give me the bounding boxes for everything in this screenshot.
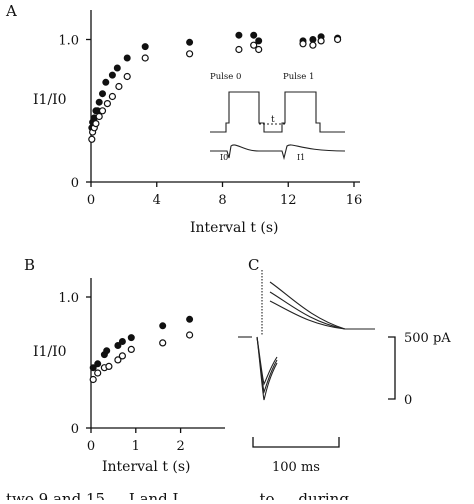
voltage-protocol-trace: [210, 91, 345, 133]
panel-a-open-point: [309, 41, 317, 49]
panel-b-open-point: [127, 345, 135, 353]
panel-a-x-tick-label: 16: [346, 193, 363, 208]
panel-a-open-point: [103, 99, 112, 108]
tail-current-trace-3: [269, 300, 346, 330]
panel-a-filled-point: [102, 78, 110, 86]
panel-a-x-label: Interval t (s): [190, 220, 279, 236]
panel-a-open-point: [123, 72, 131, 81]
panel-b-marks: [89, 315, 194, 384]
panel-b-open-point: [159, 339, 167, 347]
current-scale-bar: [388, 336, 396, 400]
panel-a-x-tick-label: 4: [153, 193, 161, 208]
inset-i1-label: I1: [297, 153, 305, 162]
panel-b-y-label: I1/I0: [33, 344, 67, 360]
panel-a-x-tick-label: 12: [280, 193, 297, 208]
panel-b-ticks: 0 1 2 0 1.0: [58, 291, 184, 454]
current-zero-label: 0: [404, 393, 412, 408]
current-scale-label: 500 pA: [404, 331, 451, 346]
panel-b-x-tick-label: 2: [176, 439, 184, 454]
panel-b-open-point: [114, 356, 122, 364]
panel-b-filled-point: [118, 338, 126, 345]
panel-b-filled-point: [114, 342, 122, 349]
panel-a-open-point: [95, 112, 103, 121]
inset-pulse0-label: Pulse 0: [210, 72, 241, 82]
panel-b-open-point: [118, 352, 127, 360]
panel-a-y-tick-label: 0: [71, 176, 79, 191]
panel-b-y-tick-label: 0: [71, 422, 79, 437]
panel-b-y-tick-label: 1.0: [58, 291, 79, 306]
panel-a-x-tick-label: 0: [87, 193, 95, 208]
panel-b-open-point: [89, 375, 97, 384]
panel-a-filled-point: [235, 31, 243, 39]
panel-b-filled-point: [94, 360, 102, 368]
panel-c-traces: 500 pA 0 100 ms: [238, 270, 451, 475]
panel-b-filled-point: [127, 334, 135, 342]
panel-a-open-point: [235, 45, 243, 54]
panel-a-filled-point: [108, 71, 116, 79]
panel-b-filled-point: [89, 364, 97, 372]
panel-a-marks: [88, 31, 342, 143]
panel-b-x-tick-label: 0: [87, 439, 95, 454]
panel-a-open-point: [92, 119, 100, 128]
panel-b-filled-point: [186, 315, 194, 323]
panel-b-open-point: [105, 362, 113, 370]
panel-a-filled-point: [141, 43, 149, 51]
panel-a-label: A: [5, 2, 17, 20]
panel-c-label: C: [248, 256, 259, 274]
panel-a-y-label: I1/I0: [33, 92, 67, 108]
panel-a-ticks: 0 4 8 12 16 0 1.0: [58, 34, 362, 209]
panel-a-filled-point: [186, 38, 194, 46]
panel-b-open-point: [186, 331, 194, 339]
panel-a-filled-point: [309, 36, 317, 43]
inward-current-trace-1: [256, 336, 278, 401]
inward-current-trace-2: [256, 336, 278, 394]
current-trace: [210, 144, 346, 161]
panel-b-filled-point: [103, 347, 111, 355]
panel-a-open-point: [317, 37, 325, 45]
panel-a-filled-point: [123, 54, 131, 62]
panel-a-open-point: [98, 107, 107, 115]
panel-a-open-point: [186, 50, 194, 58]
pulse-protocol-inset: Pulse 0 Pulse 1 t I0 I1: [210, 72, 346, 162]
panel-a-filled-point: [113, 64, 121, 72]
panel-a-filled-point: [95, 98, 103, 106]
tail-current-trace-2: [269, 291, 346, 330]
panel-a-axes: [90, 10, 360, 183]
panel-a-filled-point: [99, 90, 106, 98]
panel-b-filled-point: [159, 322, 167, 330]
panel-a-open-point: [141, 54, 149, 62]
panel-a-filled-point: [250, 31, 258, 39]
panel-b-open-point: [94, 369, 102, 377]
panel-a-open-point: [299, 40, 307, 48]
panel-a-open-point: [250, 41, 258, 49]
caption-fragment: two 9 and 15 ... I and I ... ... ... ...…: [6, 490, 349, 500]
time-scale-bar: [252, 437, 340, 448]
panel-a-open-point: [108, 92, 117, 101]
panel-a-open-point: [255, 45, 263, 54]
panel-a-open-point: [334, 35, 342, 44]
panel-a-open-point: [88, 135, 96, 143]
inset-interval-label: t: [271, 115, 275, 125]
inward-current-trace-3: [256, 336, 278, 386]
inset-i0-label: I0: [220, 153, 228, 162]
panel-b-x-label: Interval t (s): [102, 459, 191, 475]
inset-pulse1-label: Pulse 1: [283, 72, 314, 82]
panel-b-label: B: [24, 256, 35, 274]
panel-b-x-tick-label: 1: [132, 439, 140, 454]
time-scale-label: 100 ms: [272, 460, 320, 475]
panel-a-open-point: [115, 82, 123, 91]
panel-a-filled-point: [255, 37, 263, 45]
panel-a-x-tick-label: 8: [218, 193, 226, 208]
panel-a-y-tick-label: 1.0: [58, 34, 79, 49]
panel-b-axes: [90, 278, 225, 429]
